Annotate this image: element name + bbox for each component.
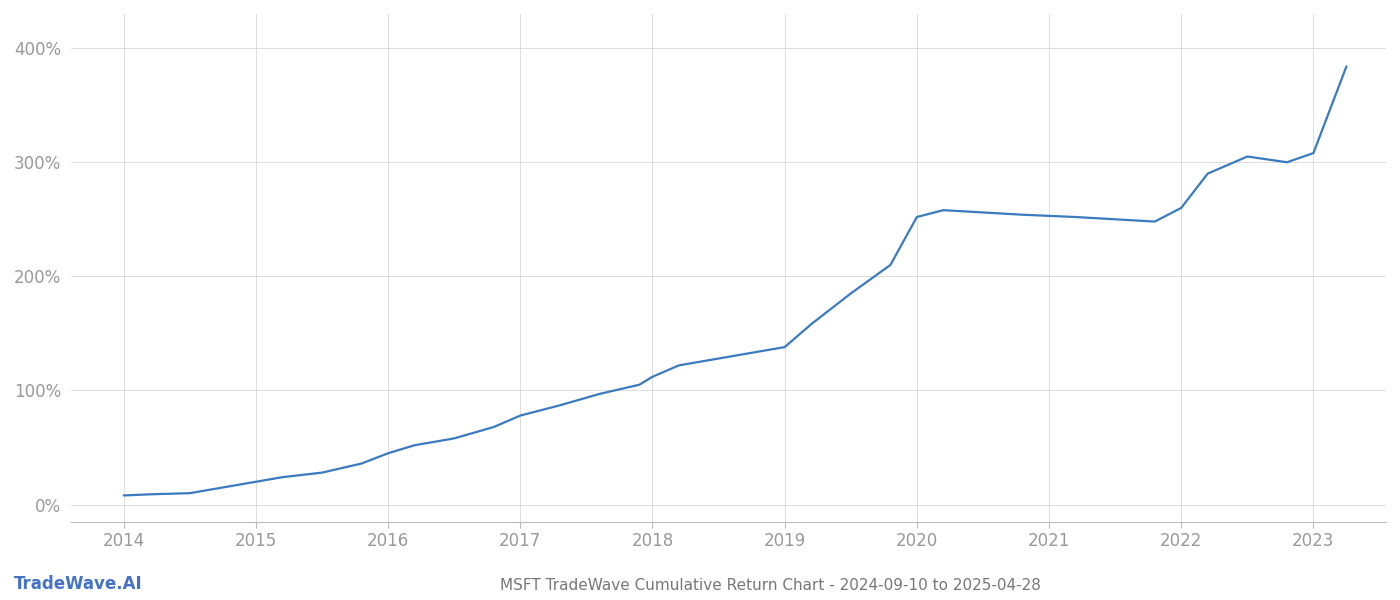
Text: TradeWave.AI: TradeWave.AI — [14, 575, 143, 593]
Text: MSFT TradeWave Cumulative Return Chart - 2024-09-10 to 2025-04-28: MSFT TradeWave Cumulative Return Chart -… — [500, 578, 1040, 593]
